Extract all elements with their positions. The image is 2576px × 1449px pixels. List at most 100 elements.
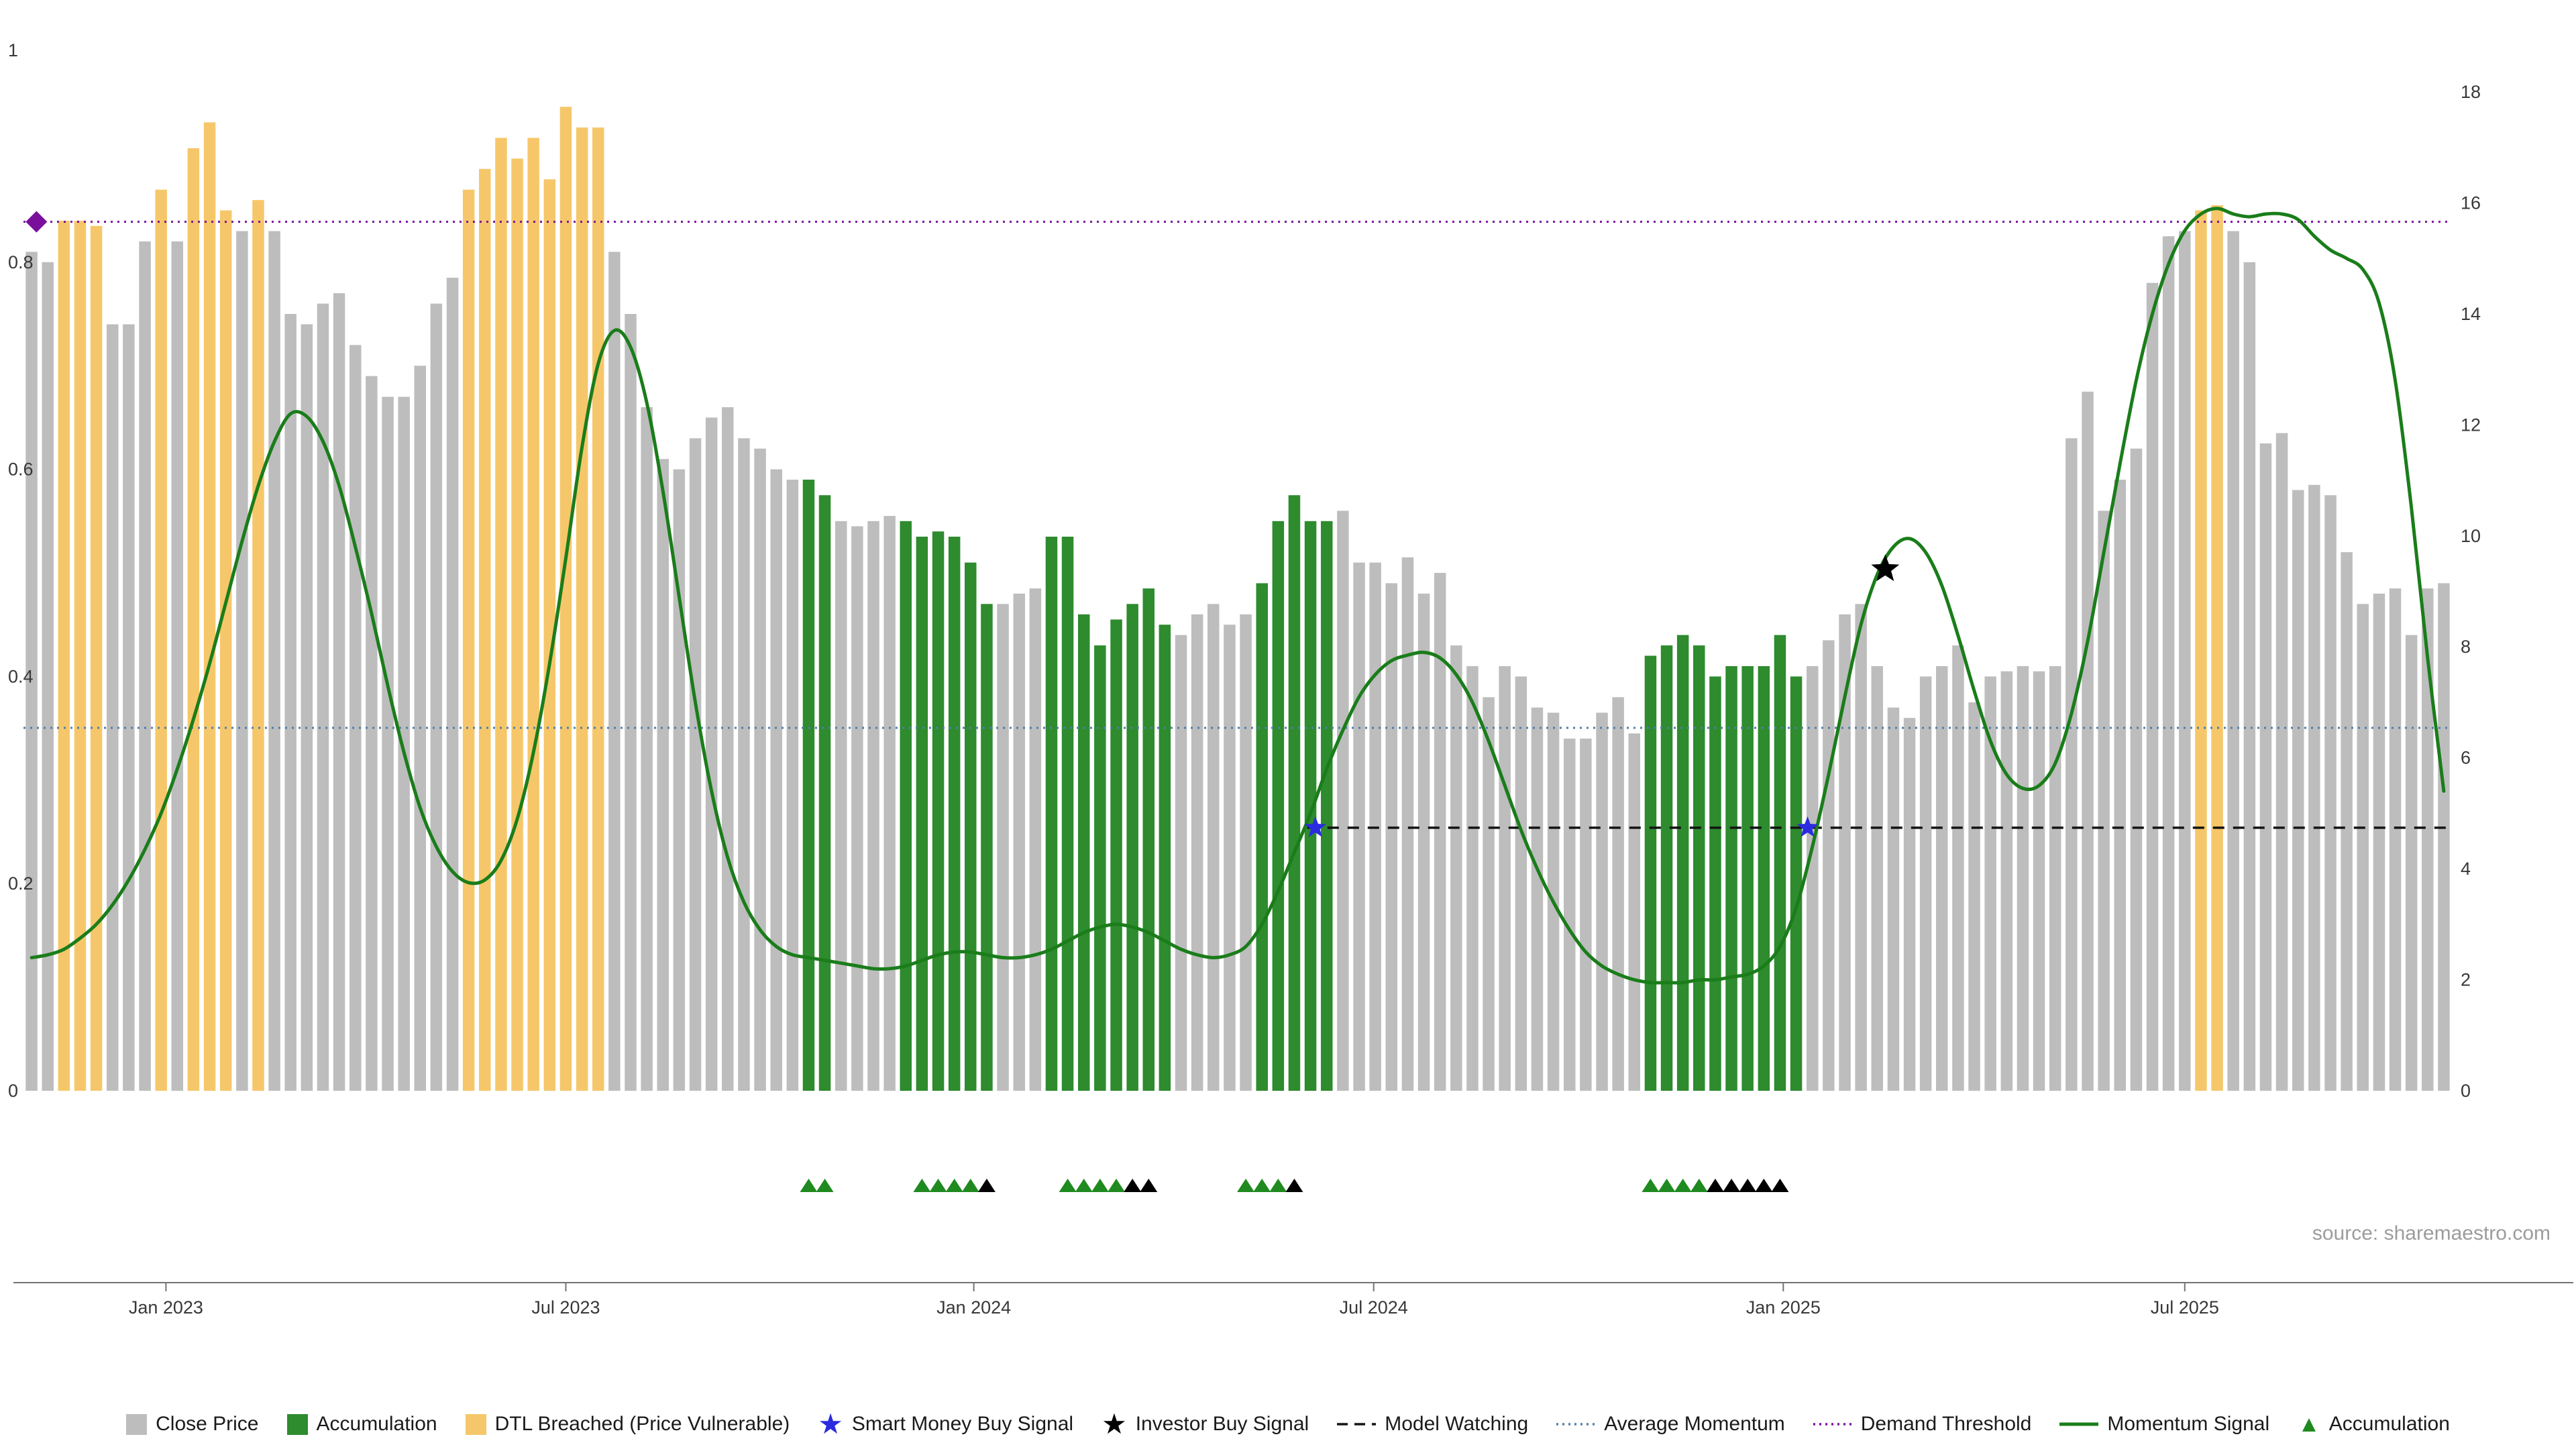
- close-price-bar: [2357, 604, 2369, 1091]
- close-price-bar: [1013, 593, 1025, 1091]
- close-price-bar: [139, 241, 151, 1091]
- legend-item-model-watching: Model Watching: [1337, 1413, 1528, 1436]
- close-price-bar: [203, 122, 216, 1091]
- right-axis-tick-label: 6: [2461, 748, 2471, 768]
- smart-money-buy-star: [1304, 816, 1326, 837]
- smart-money-buy-signal-star-icon: ★: [818, 1408, 843, 1440]
- close-price-bar: [1693, 645, 1705, 1091]
- close-price-bar: [1385, 583, 1397, 1091]
- close-price-bar: [1450, 645, 1462, 1091]
- close-price-bar: [641, 407, 653, 1091]
- close-price-bar: [2259, 443, 2272, 1091]
- close-price-bar: [608, 252, 621, 1091]
- close-price-bar: [1304, 521, 1317, 1091]
- close-price-bar: [2082, 391, 2094, 1091]
- close-price-bar: [1823, 640, 1835, 1091]
- accumulation-triangle-black: [1771, 1179, 1789, 1192]
- accumulation-swatch-icon: [286, 1413, 308, 1435]
- accumulation-triangle: [1642, 1179, 1660, 1192]
- investor-buy-star: [1871, 554, 1900, 582]
- x-axis-tick-label: Jul 2023: [531, 1297, 600, 1318]
- legend-item-accumulation-marker: ▲ Accumulation: [2298, 1413, 2450, 1436]
- close-price-bar: [2162, 236, 2175, 1091]
- close-price-bar: [2373, 593, 2385, 1091]
- model-watching-line-icon: [1337, 1423, 1377, 1426]
- legend-item-investor-buy-signal: ★ Investor Buy Signal: [1102, 1410, 1309, 1438]
- close-price-bar: [1256, 583, 1268, 1091]
- close-price-bar: [1758, 666, 1770, 1091]
- close-price-bar: [1175, 635, 1187, 1091]
- close-price-bar: [1434, 573, 1446, 1091]
- legend-label: Momentum Signal: [2107, 1413, 2270, 1435]
- close-price-bar: [333, 293, 345, 1091]
- close-price-bar: [867, 521, 879, 1091]
- close-price-bar: [317, 303, 329, 1091]
- close-price-bar: [981, 604, 993, 1091]
- close-price-bar: [883, 516, 896, 1091]
- accumulation-triangle-icon: ▲: [2298, 1411, 2320, 1437]
- close-price-bar: [2098, 511, 2110, 1091]
- close-price-swatch-icon: [126, 1413, 148, 1435]
- close-price-bar: [1903, 718, 1916, 1091]
- close-price-bar: [802, 480, 815, 1091]
- accumulation-triangle: [1075, 1179, 1093, 1192]
- close-price-bar: [446, 278, 459, 1091]
- close-price-bar: [90, 225, 103, 1091]
- close-price-bar: [948, 537, 961, 1091]
- close-price-bar: [543, 179, 556, 1091]
- close-price-bar: [1644, 655, 1657, 1091]
- accumulation-triangle: [961, 1179, 979, 1192]
- close-price-bar: [187, 148, 200, 1091]
- close-price-bar: [398, 396, 410, 1091]
- close-price-bar: [2227, 231, 2239, 1091]
- close-price-bar: [511, 158, 523, 1091]
- legend-label: Accumulation: [316, 1413, 437, 1435]
- right-axis-tick-label: 0: [2461, 1081, 2471, 1101]
- close-price-bar: [965, 562, 977, 1091]
- close-price-bar: [236, 231, 248, 1091]
- close-price-bar: [1094, 645, 1106, 1091]
- legend-label: DTL Breached (Price Vulnerable): [494, 1413, 790, 1435]
- close-price-bar: [1224, 625, 1236, 1091]
- close-price-bar: [689, 438, 702, 1091]
- close-price-bar: [268, 231, 280, 1091]
- close-price-bar: [2211, 205, 2223, 1091]
- close-price-bar: [1110, 619, 1122, 1091]
- close-price-bar: [74, 221, 87, 1091]
- chart-legend: Close Price Accumulation DTL Breached (Pri…: [0, 1410, 2576, 1438]
- close-price-bar: [754, 448, 766, 1091]
- close-price-bar: [1240, 614, 1252, 1091]
- legend-item-momentum-signal: Momentum Signal: [2059, 1413, 2269, 1436]
- legend-label: Close Price: [156, 1413, 259, 1435]
- accumulation-triangle: [1269, 1179, 1287, 1192]
- accumulation-triangle-black: [1755, 1179, 1773, 1192]
- source-credit: source: sharemaestro.com: [2312, 1222, 2551, 1244]
- close-price-bar: [1191, 614, 1203, 1091]
- average-momentum-line-icon: [1556, 1423, 1596, 1426]
- right-axis-tick-label: 18: [2461, 82, 2481, 102]
- legend-item-close-price: Close Price: [126, 1413, 259, 1436]
- close-price-bar: [2389, 588, 2402, 1091]
- demand-threshold-diamond: [25, 211, 48, 233]
- right-axis-tick-label: 16: [2461, 193, 2481, 213]
- close-price-bar: [1159, 625, 1171, 1091]
- close-price-bar: [1272, 521, 1285, 1091]
- close-price-bar: [479, 168, 491, 1091]
- legend-label: Model Watching: [1385, 1413, 1529, 1435]
- right-axis-tick-label: 14: [2461, 304, 2481, 324]
- close-price-bar: [1709, 676, 1721, 1091]
- left-axis-tick-label: 0.8: [8, 252, 34, 272]
- close-price-bar: [851, 526, 863, 1091]
- close-price-bar: [997, 604, 1009, 1091]
- accumulation-triangle-black: [1723, 1179, 1741, 1192]
- accumulation-triangle-black: [1140, 1179, 1158, 1192]
- accumulation-triangle: [816, 1179, 834, 1192]
- close-price-bar: [58, 221, 70, 1091]
- left-axis-tick-label: 0.4: [8, 666, 34, 686]
- close-price-bar: [1807, 666, 1819, 1091]
- close-price-bar: [2308, 484, 2320, 1091]
- right-axis-tick-label: 12: [2461, 415, 2481, 435]
- x-axis-tick-label: Jan 2023: [129, 1297, 203, 1318]
- accumulation-triangle: [1674, 1179, 1692, 1192]
- close-price-bar: [301, 324, 313, 1091]
